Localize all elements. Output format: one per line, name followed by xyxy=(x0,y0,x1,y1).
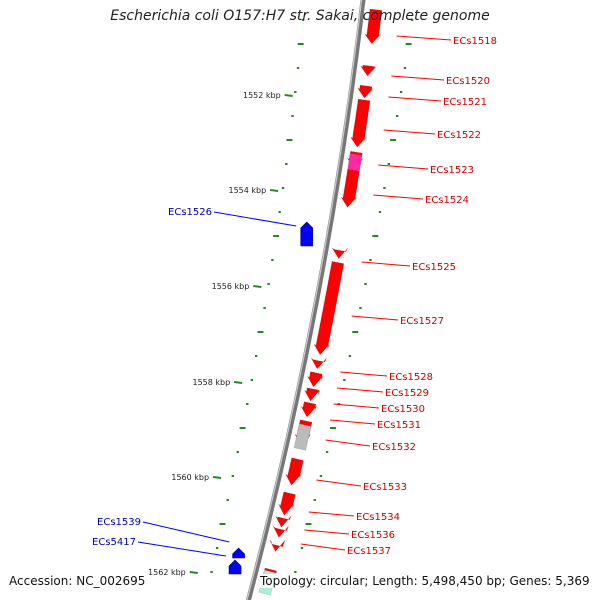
forward-gene-arrow xyxy=(304,387,321,402)
reverse-gene-arrow xyxy=(228,559,242,575)
gene-label-leader xyxy=(361,261,411,267)
forward-gene-arrow xyxy=(307,371,324,388)
gene-block-gray xyxy=(293,423,312,451)
scale-label: 1554 kbp xyxy=(228,186,266,195)
scale-major-tick xyxy=(270,189,279,192)
gene-label-leader xyxy=(351,315,399,321)
forward-gene-arrow xyxy=(364,8,383,45)
forward-gene-arrow xyxy=(310,357,327,370)
scale-major-tick xyxy=(189,571,198,574)
forward-gene-arrow xyxy=(360,64,377,77)
gene-label: ECs1525 xyxy=(412,262,456,273)
forward-gene-arrow xyxy=(357,84,374,99)
gene-label-leader xyxy=(378,164,429,170)
genome-title: Escherichia coli O157:H7 str. Sakai, com… xyxy=(110,8,490,24)
gene-label-leader xyxy=(316,479,362,487)
scale-label: 1562 kbp xyxy=(148,568,186,577)
forward-gene-arrow xyxy=(272,525,289,538)
gene-label: ECs1520 xyxy=(446,76,490,87)
gene-label-leader xyxy=(373,194,424,200)
gene-label: ECs1522 xyxy=(437,130,481,141)
gene-label-leader xyxy=(340,371,388,377)
gene-label: ECs1533 xyxy=(363,482,407,493)
summary-text: Topology: circular; Length: 5,498,450 bp… xyxy=(258,574,592,588)
scale-major-tick xyxy=(234,381,243,384)
gene-label-leader xyxy=(142,521,230,543)
gene-block-pink xyxy=(347,152,363,172)
forward-gene-arrow xyxy=(300,401,317,418)
scale-major-tick xyxy=(253,285,262,288)
gene-label: ECs1532 xyxy=(372,442,416,453)
gene-label-leader xyxy=(213,211,297,227)
gene-label: ECs1530 xyxy=(381,404,425,415)
gene-label: ECs1523 xyxy=(430,165,474,176)
backbone-arc xyxy=(245,0,366,600)
forward-gene-arrow xyxy=(313,261,345,356)
gene-label-leader xyxy=(396,35,452,41)
forward-gene-arrow xyxy=(269,539,286,552)
gene-label-leader xyxy=(300,543,346,551)
forward-gene-arrow xyxy=(275,515,292,528)
reverse-gene-arrow xyxy=(232,547,245,559)
backbone-highlight xyxy=(246,0,363,600)
gene-label-leader xyxy=(304,529,350,535)
gene-label-leader xyxy=(329,419,376,425)
gene-label-leader xyxy=(336,387,384,393)
scale-label: 1560 kbp xyxy=(171,473,209,482)
gene-label: ECs1539 xyxy=(97,517,141,528)
gene-label: ECs1529 xyxy=(385,388,429,399)
gene-label-leader xyxy=(137,541,226,557)
forward-gene-arrow xyxy=(350,98,371,148)
gene-label-leader xyxy=(333,403,380,409)
gene-label: ECs1528 xyxy=(389,372,433,383)
accession-text: Accession: NC_002695 xyxy=(7,574,148,588)
gene-label: ECs1521 xyxy=(443,97,487,108)
gene-label-leader xyxy=(325,439,371,447)
gene-label: ECs1537 xyxy=(347,546,391,557)
scale-label: 1552 kbp xyxy=(243,91,281,100)
gene-label: ECs1526 xyxy=(168,207,212,218)
gene-label: ECs1534 xyxy=(356,512,400,523)
reverse-gene-arrow xyxy=(300,221,314,247)
gene-label-leader xyxy=(308,511,355,517)
scale-label: 1558 kbp xyxy=(192,378,230,387)
gene-label-leader xyxy=(383,129,436,135)
gene-label: ECs1524 xyxy=(425,195,469,206)
forward-gene-arrow xyxy=(278,491,296,516)
scale-major-tick xyxy=(212,476,222,479)
forward-gene-arrow xyxy=(285,457,304,486)
scale-major-tick xyxy=(284,94,293,97)
gene-label-leader xyxy=(391,75,445,81)
gene-label: ECs1536 xyxy=(351,530,395,541)
scale-label: 1556 kbp xyxy=(212,282,250,291)
gene-label-leader xyxy=(388,96,442,102)
forward-gene-arrow xyxy=(331,247,349,260)
gene-label: ECs5417 xyxy=(92,537,136,548)
gene-label: ECs1518 xyxy=(453,36,497,47)
gene-label: ECs1531 xyxy=(377,420,421,431)
gene-label: ECs1527 xyxy=(400,316,444,327)
forward-gene-arrow xyxy=(340,168,360,208)
